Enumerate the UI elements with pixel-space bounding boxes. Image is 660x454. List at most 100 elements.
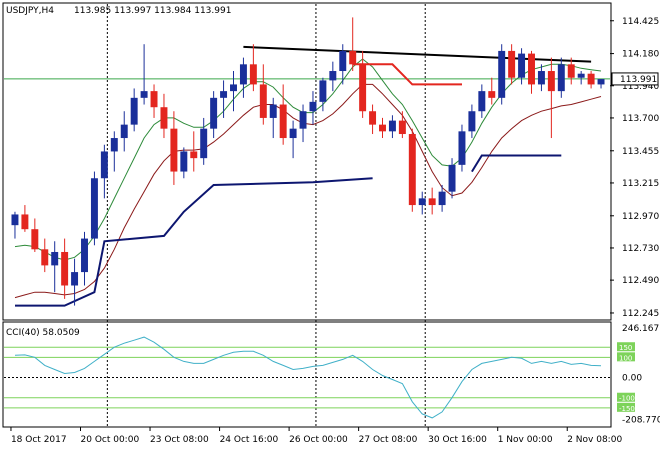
bear-candle[interactable] (150, 84, 158, 118)
bull-candle[interactable] (11, 211, 19, 239)
bear-candle[interactable] (587, 71, 595, 89)
cci-level-tag (617, 402, 635, 412)
ohlc-readout: 113.985 113.997 113.984 113.991 (74, 6, 231, 16)
bull-candle[interactable] (498, 44, 506, 105)
cci-tick: -208.7702 (622, 416, 660, 426)
bull-candle[interactable] (388, 115, 396, 139)
bull-candle[interactable] (51, 241, 59, 293)
bull-candle[interactable] (597, 79, 605, 89)
bull-candle[interactable] (468, 104, 476, 139)
price-tick: 112.970 (622, 212, 659, 222)
cci-tick: 246.1671 (622, 324, 660, 334)
price-tick: 113.940 (622, 82, 659, 92)
bear-candle[interactable] (160, 93, 168, 139)
bear-candle[interactable] (567, 57, 575, 85)
bear-candle[interactable] (528, 50, 535, 94)
price-tick: 113.215 (622, 179, 659, 189)
bull-candle[interactable] (220, 80, 228, 118)
cci-level-tag (617, 342, 635, 352)
time-label: 1 Nov 00:00 (498, 435, 553, 445)
price-tick: 113.700 (622, 114, 659, 124)
bear-candle[interactable] (190, 131, 198, 172)
bear-candle[interactable] (488, 77, 496, 105)
bear-candle[interactable] (369, 104, 377, 135)
bull-candle[interactable] (329, 61, 337, 92)
price-tick: 112.245 (622, 309, 659, 319)
bear-candle[interactable] (41, 238, 49, 273)
bull-candle[interactable] (100, 144, 108, 199)
bull-candle[interactable] (71, 258, 79, 306)
cci-tick: 0.00 (622, 374, 642, 384)
price-tick: 114.425 (622, 17, 659, 27)
bull-candle[interactable] (110, 131, 118, 172)
ma-slow-line (14, 83, 602, 299)
bear-candle[interactable] (21, 205, 29, 232)
bear-candle[interactable] (61, 238, 69, 299)
time-label: 20 Oct 00:00 (81, 435, 140, 445)
bull-candle[interactable] (299, 104, 307, 143)
bear-candle[interactable] (170, 111, 178, 185)
bear-candle[interactable] (379, 117, 386, 139)
symbol-label: USDJPY,H4 (6, 6, 54, 16)
current-price-tag (611, 72, 659, 86)
bear-candle[interactable] (508, 44, 516, 85)
cci-label: CCI(40) 58.0509 (6, 328, 80, 338)
bull-candle[interactable] (81, 231, 88, 286)
price-tick: 112.730 (622, 244, 659, 254)
channel-upper-red (352, 63, 462, 86)
bull-candle[interactable] (518, 48, 526, 85)
time-label: 23 Oct 08:00 (150, 435, 209, 445)
cci-level-label: 100 (619, 354, 632, 362)
channel-lower-blue-2 (471, 154, 562, 173)
cci-level-label: -150 (619, 405, 635, 413)
bull-candle[interactable] (319, 77, 327, 112)
bear-candle[interactable] (259, 64, 267, 125)
cci-level-label: -100 (619, 395, 635, 403)
bull-candle[interactable] (557, 57, 565, 98)
bull-candle[interactable] (210, 91, 218, 139)
cci-pane[interactable] (2, 321, 612, 428)
bull-candle[interactable] (200, 117, 208, 165)
cci-level-tag (617, 392, 635, 402)
bull-candle[interactable] (230, 71, 237, 112)
bull-candle[interactable] (537, 64, 545, 92)
bull-candle[interactable] (418, 191, 426, 215)
bear-candle[interactable] (349, 17, 357, 72)
bull-candle[interactable] (269, 97, 277, 139)
bull-candle[interactable] (448, 158, 456, 199)
bull-candle[interactable] (577, 71, 585, 85)
bear-candle[interactable] (249, 44, 257, 92)
bull-candle[interactable] (120, 111, 128, 152)
cci-line (14, 336, 602, 419)
cci-level-tag (617, 352, 635, 362)
bull-candle[interactable] (478, 84, 486, 118)
bull-candle[interactable] (90, 171, 98, 246)
current-price-value: 113.991 (620, 75, 657, 85)
bull-candle[interactable] (289, 120, 297, 159)
time-label: 18 Oct 2017 (11, 435, 67, 445)
bear-candle[interactable] (279, 84, 287, 145)
bull-candle[interactable] (180, 147, 188, 179)
price-tick: 112.490 (622, 276, 659, 286)
bull-candle[interactable] (130, 88, 138, 132)
cci-level-label: 150 (619, 344, 632, 352)
bear-candle[interactable] (398, 111, 406, 139)
bull-candle[interactable] (339, 44, 347, 85)
time-label: 26 Oct 00:00 (289, 435, 348, 445)
bull-candle[interactable] (239, 57, 247, 98)
bear-candle[interactable] (547, 57, 555, 139)
time-label: 27 Oct 08:00 (359, 435, 418, 445)
time-label: 24 Oct 16:00 (220, 435, 279, 445)
price-tick: 114.180 (622, 50, 659, 60)
bear-candle[interactable] (408, 128, 416, 212)
bull-candle[interactable] (140, 44, 148, 105)
bull-candle[interactable] (438, 184, 446, 212)
bull-candle[interactable] (309, 91, 317, 125)
time-label: 30 Oct 16:00 (428, 435, 487, 445)
bear-candle[interactable] (31, 218, 39, 252)
bear-candle[interactable] (428, 187, 436, 215)
bull-candle[interactable] (458, 124, 466, 172)
bear-candle[interactable] (359, 50, 367, 118)
